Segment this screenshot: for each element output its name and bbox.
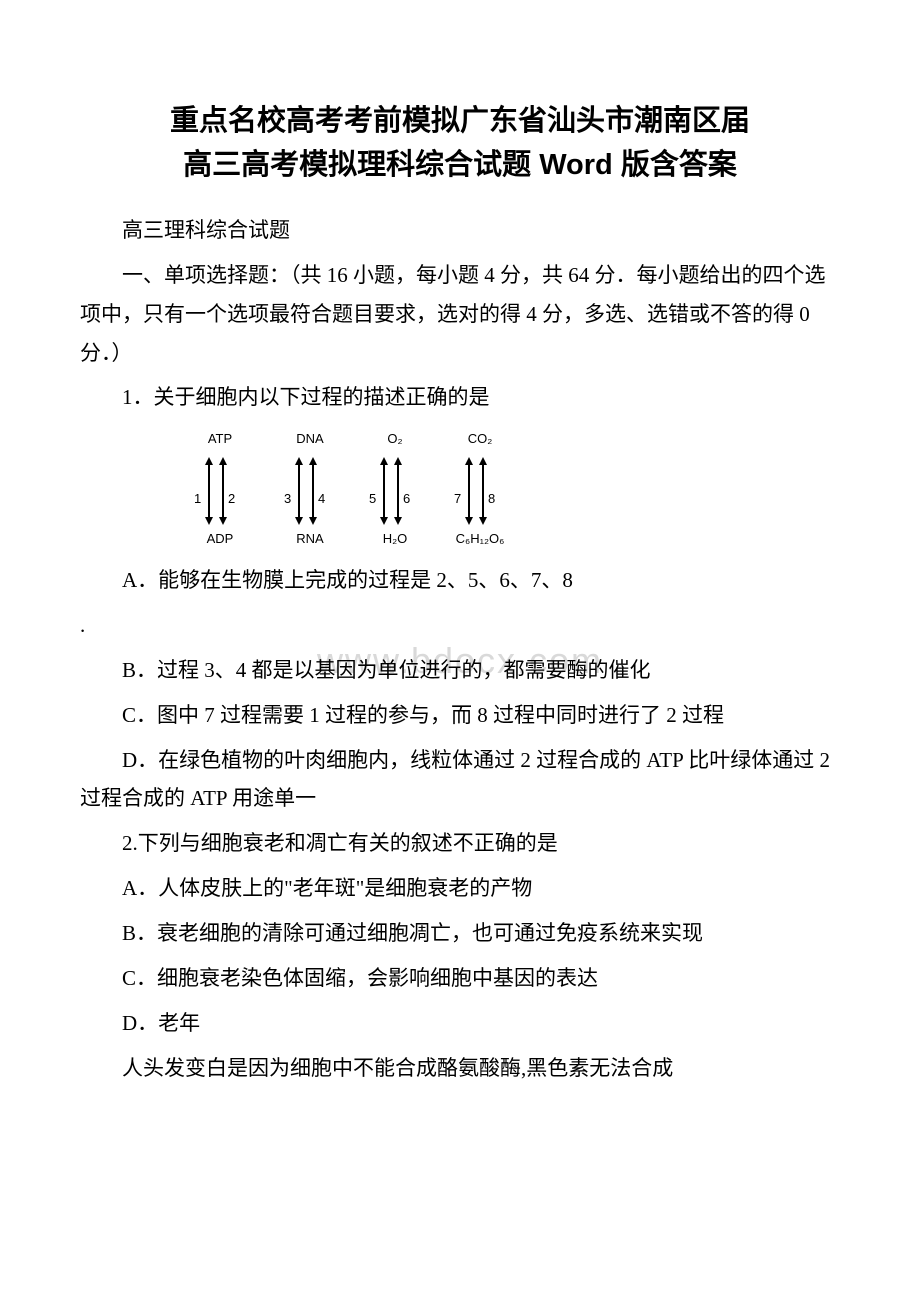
diagram-num-right: 8 <box>488 491 495 506</box>
diagram-arrow-pair: 34 <box>290 453 330 529</box>
stray-dot: . <box>80 606 840 645</box>
diagram-num-right: 4 <box>318 491 325 506</box>
diagram-bottom-label: RNA <box>275 531 345 546</box>
page-content: 重点名校高考考前模拟广东省汕头市潮南区届 高三高考模拟理科综合试题 Word 版… <box>80 100 840 1087</box>
diagram-bottom-label: ADP <box>185 531 255 546</box>
q1-stem: 1．关于细胞内以下过程的描述正确的是 <box>80 378 840 417</box>
q1-option-d-text: D．在绿色植物的叶肉细胞内，线粒体通过 2 过程合成的 ATP 比叶绿体通过 2… <box>80 748 830 811</box>
subtitle: 高三理科综合试题 <box>80 211 840 250</box>
q2-option-d-part2: 人头发变白是因为细胞中不能合成酪氨酸酶,黑色素无法合成 <box>80 1049 840 1088</box>
diagram-top-label: CO₂ <box>450 431 510 446</box>
diagram-num-left: 5 <box>369 491 376 506</box>
title-line-2: 高三高考模拟理科综合试题 Word 版含答案 <box>183 149 737 181</box>
q1-diagram: ATPADP12DNARNA34O₂H₂O56CO₂C₆H₁₂O₆78 <box>190 431 840 551</box>
q1-option-c: C．图中 7 过程需要 1 过程的参与，而 8 过程中同时进行了 2 过程 <box>80 696 840 735</box>
diagram-top-label: DNA <box>280 431 340 446</box>
q2-option-d-part1: D．老年 <box>80 1004 840 1043</box>
diagram-bottom-label: H₂O <box>360 531 430 546</box>
section-heading: 一、单项选择题：（共 16 小题，每小题 4 分，共 64 分．每小题给出的四个… <box>80 256 840 373</box>
diagram-top-label: O₂ <box>365 431 425 446</box>
diagram-num-right: 6 <box>403 491 410 506</box>
title-line-1: 重点名校高考考前模拟广东省汕头市潮南区届 <box>170 105 750 137</box>
q2-option-a: A．人体皮肤上的"老年斑"是细胞衰老的产物 <box>80 869 840 908</box>
q2-option-c: C．细胞衰老染色体固缩，会影响细胞中基因的表达 <box>80 959 840 998</box>
diagram-arrow-pair: 78 <box>460 453 500 529</box>
diagram-num-left: 3 <box>284 491 291 506</box>
diagram-top-label: ATP <box>190 431 250 446</box>
diagram-bottom-label: C₆H₁₂O₆ <box>445 531 515 546</box>
q2-stem: 2.下列与细胞衰老和凋亡有关的叙述不正确的是 <box>80 824 840 863</box>
q1-option-d: D．在绿色植物的叶肉细胞内，线粒体通过 2 过程合成的 ATP 比叶绿体通过 2… <box>80 741 840 819</box>
diagram-num-right: 2 <box>228 491 235 506</box>
q2-option-b: B．衰老细胞的清除可通过细胞凋亡，也可通过免疫系统来实现 <box>80 914 840 953</box>
diagram-num-left: 1 <box>194 491 201 506</box>
diagram-arrow-pair: 12 <box>200 453 240 529</box>
document-title: 重点名校高考考前模拟广东省汕头市潮南区届 高三高考模拟理科综合试题 Word 版… <box>80 100 840 187</box>
q1-option-c-text: C．图中 7 过程需要 1 过程的参与，而 8 过程中同时进行了 2 过程 <box>122 703 724 727</box>
q1-option-a: A．能够在生物膜上完成的过程是 2、5、6、7、8 <box>80 561 840 600</box>
diagram-num-left: 7 <box>454 491 461 506</box>
diagram-arrow-pair: 56 <box>375 453 415 529</box>
q1-option-b: B．过程 3、4 都是以基因为单位进行的，都需要酶的催化 <box>80 651 840 690</box>
